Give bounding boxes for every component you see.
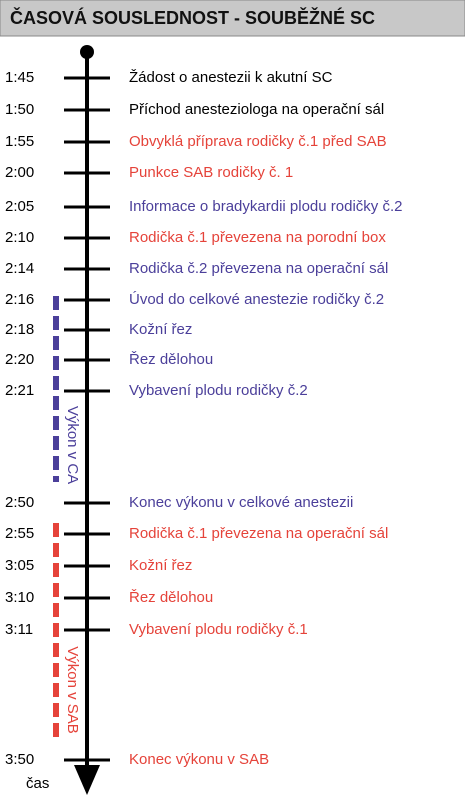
event-label: Vybavení plodu rodičky č.2 (129, 382, 308, 399)
event-time: 3:10 (5, 589, 34, 606)
event-time: 1:50 (5, 101, 34, 118)
axis-label: čas (26, 775, 49, 792)
event-label: Rodička č.1 převezena na operační sál (129, 525, 388, 542)
event-label: Řez dělohou (129, 589, 213, 606)
event-label: Příchod anesteziologa na operační sál (129, 101, 384, 118)
event-time: 2:50 (5, 494, 34, 511)
phase-label: Výkon v SAB (64, 646, 81, 734)
event-time: 1:45 (5, 69, 34, 86)
axis-start (80, 45, 94, 59)
event-label: Řez dělohou (129, 351, 213, 368)
event-label: Kožní řez (129, 557, 192, 574)
event-label: Rodička č.2 převezena na operační sál (129, 260, 388, 277)
event-label: Punkce SAB rodičky č. 1 (129, 164, 293, 181)
event-label: Obvyklá příprava rodičky č.1 před SAB (129, 133, 387, 150)
event-time: 3:11 (5, 621, 33, 638)
event-time: 2:10 (5, 229, 34, 246)
event-label: Konec výkonu v SAB (129, 751, 269, 768)
event-label: Kožní řez (129, 321, 192, 338)
event-time: 2:21 (5, 382, 34, 399)
event-time: 3:05 (5, 557, 34, 574)
event-label: Rodička č.1 převezena na porodní box (129, 229, 386, 246)
event-time: 2:20 (5, 351, 34, 368)
title: ČASOVÁ SOUSLEDNOST - SOUBĚŽNÉ SC (10, 7, 375, 28)
event-label: Žádost o anestezii k akutní SC (129, 69, 333, 86)
event-time: 2:05 (5, 198, 34, 215)
event-label: Úvod do celkové anestezie rodičky č.2 (129, 291, 384, 308)
event-label: Vybavení plodu rodičky č.1 (129, 621, 308, 638)
event-time: 2:18 (5, 321, 34, 338)
event-time: 1:55 (5, 133, 34, 150)
axis-arrow (74, 765, 100, 795)
title-bar (0, 0, 465, 37)
event-time: 3:50 (5, 751, 34, 768)
event-label: Informace o bradykardii plodu rodičky č.… (129, 198, 402, 215)
event-time: 2:55 (5, 525, 34, 542)
event-time: 2:16 (5, 291, 34, 308)
event-time: 2:14 (5, 260, 34, 277)
event-time: 2:00 (5, 164, 34, 181)
event-label: Konec výkonu v celkové anestezii (129, 494, 353, 511)
phase-label: Výkon v CA (64, 406, 81, 484)
